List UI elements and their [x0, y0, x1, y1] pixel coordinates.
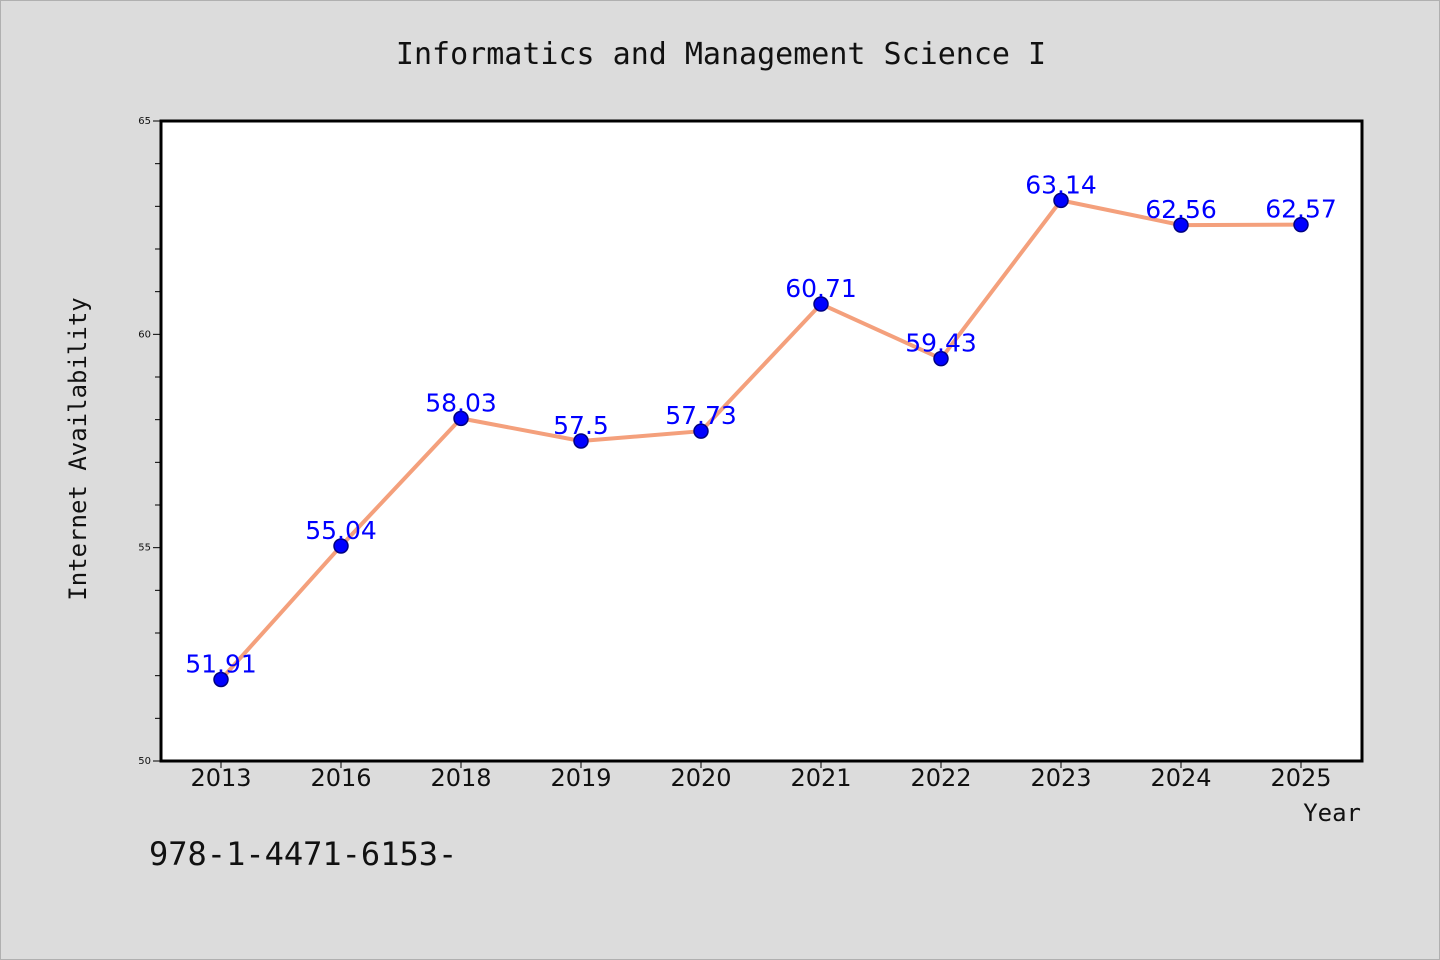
x-axis: 2013 2016 2018 2019 2020 2021 2022 2023 2024 2025 [190, 761, 1332, 792]
data-label: 57.5 [553, 411, 609, 440]
data-label: 59.43 [905, 329, 977, 358]
data-point [813, 296, 829, 312]
data-point [1053, 192, 1069, 209]
x-tick-label: 2021 [790, 764, 851, 792]
footer-text: 978-1-4471-6153- [149, 835, 457, 873]
y-tick-label: 60 [138, 329, 151, 340]
y-tick-label: 65 [138, 116, 151, 127]
x-tick-label: 2020 [670, 764, 731, 792]
chart-title: Informatics and Management Science I [396, 37, 1046, 72]
data-point [213, 671, 229, 688]
data-label: 60.71 [785, 274, 857, 303]
data-label: 55.04 [305, 516, 377, 545]
x-tick-label: 2024 [1150, 764, 1211, 792]
data-point [453, 410, 469, 427]
data-point [333, 538, 349, 554]
x-tick-label: 2013 [190, 764, 251, 792]
data-label: 63.14 [1025, 170, 1097, 199]
data-point [1293, 216, 1309, 233]
series-layer [213, 192, 1309, 688]
data-label-layer: 51.91 55.04 58.03 57.5 57.73 60.71 59.43 63.14 6… [185, 170, 1337, 678]
data-point [1173, 217, 1189, 233]
x-tick-label: 2019 [550, 764, 611, 792]
data-label: 57.73 [665, 401, 737, 430]
y-tick-label: 50 [138, 756, 151, 767]
data-label: 62.56 [1145, 195, 1217, 224]
y-tick-label: 55 [138, 543, 151, 554]
data-label: 58.03 [425, 388, 497, 417]
series-line [219, 198, 1303, 682]
data-point [693, 423, 709, 439]
x-tick-label: 2025 [1270, 764, 1331, 792]
y-axis: 50 55 60 65 [138, 116, 161, 767]
x-tick-label: 2016 [310, 764, 371, 792]
x-tick-label: 2023 [1030, 764, 1091, 792]
x-tick-label: 2018 [430, 764, 491, 792]
y-axis-label: Internet Availability [64, 297, 92, 600]
x-axis-label: Year [1303, 799, 1361, 827]
data-label: 51.91 [185, 650, 257, 679]
x-tick-label: 2022 [910, 764, 971, 792]
plot-area [159, 119, 1364, 763]
data-label: 62.57 [1265, 195, 1337, 224]
data-point [573, 433, 589, 449]
data-point [933, 350, 949, 367]
